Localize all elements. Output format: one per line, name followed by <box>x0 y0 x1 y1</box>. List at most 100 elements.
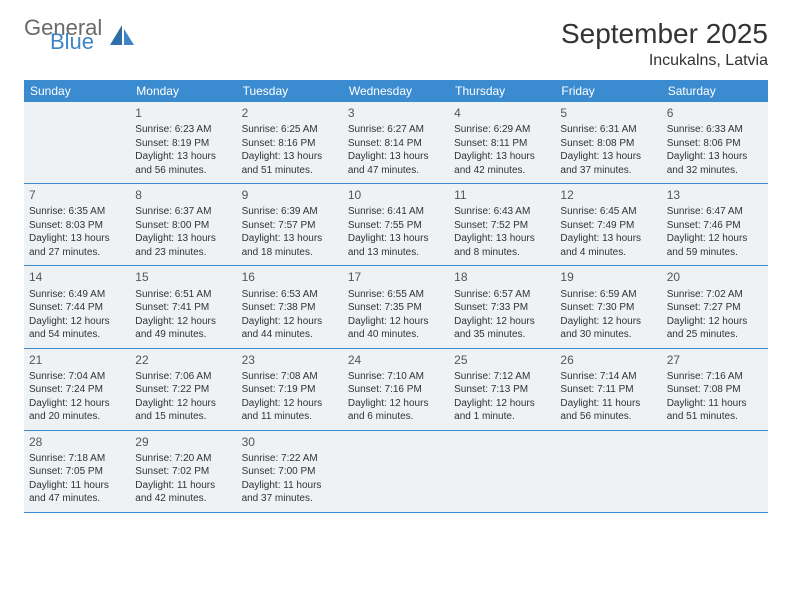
day-cell <box>24 102 130 183</box>
sunset-text: Sunset: 7:05 PM <box>29 465 125 479</box>
day-cell: 18Sunrise: 6:57 AMSunset: 7:33 PMDayligh… <box>449 266 555 347</box>
day-cell: 29 Sunrise: 7:20 AMSunset: 7:02 PMDayligh… <box>130 431 236 512</box>
sunrise-text: Sunrise: 6:35 AM <box>29 205 125 219</box>
day-cell: 22Sunrise: 7:06 AMSunset: 7:22 PMDayligh… <box>130 349 236 430</box>
sunrise-text: Sunrise: 7:22 AM <box>242 452 338 466</box>
sunset-text: Sunset: 7:02 PM <box>135 465 231 479</box>
sunrise-text: Sunrise: 6:47 AM <box>667 205 763 219</box>
sunset-text: Sunset: 7:52 PM <box>454 219 550 233</box>
weekday-header: Wednesday <box>343 80 449 102</box>
sunrise-text: Sunrise: 7:20 AM <box>135 452 231 466</box>
day-number: 4 <box>454 105 550 121</box>
sunset-text: Sunset: 7:44 PM <box>29 301 125 315</box>
sunrise-text: Sunrise: 6:55 AM <box>348 288 444 302</box>
daylight-text: Daylight: 11 hours and 42 minutes. <box>135 479 231 506</box>
day-number: 19 <box>560 269 656 285</box>
day-cell: 27Sunrise: 7:16 AMSunset: 7:08 PMDayligh… <box>662 349 768 430</box>
day-cell: 6Sunrise: 6:33 AMSunset: 8:06 PMDaylight… <box>662 102 768 183</box>
sunset-text: Sunset: 8:06 PM <box>667 137 763 151</box>
day-number: 15 <box>135 269 231 285</box>
day-number: 16 <box>242 269 338 285</box>
week-row: 7Sunrise: 6:35 AMSunset: 8:03 PMDaylight… <box>24 184 768 266</box>
daylight-text: Daylight: 12 hours and 25 minutes. <box>667 315 763 342</box>
daylight-text: Daylight: 13 hours and 8 minutes. <box>454 232 550 259</box>
day-number: 2 <box>242 105 338 121</box>
sunrise-text: Sunrise: 6:45 AM <box>560 205 656 219</box>
header: General Blue September 2025 Incukalns, L… <box>24 18 768 70</box>
day-number: 20 <box>667 269 763 285</box>
day-number: 9 <box>242 187 338 203</box>
day-number: 14 <box>29 269 125 285</box>
day-cell: 17 Sunrise: 6:55 AMSunset: 7:35 PMDayligh… <box>343 266 449 347</box>
sunrise-text: Sunrise: 6:43 AM <box>454 205 550 219</box>
day-number: 23 <box>242 352 338 368</box>
week-row: 14Sunrise: 6:49 AMSunset: 7:44 PMDayligh… <box>24 266 768 348</box>
sunset-text: Sunset: 7:35 PM <box>348 301 444 315</box>
day-cell: 10Sunrise: 6:41 AMSunset: 7:55 PMDayligh… <box>343 184 449 265</box>
day-cell: 16Sunrise: 6:53 AMSunset: 7:38 PMDayligh… <box>237 266 343 347</box>
daylight-text: Daylight: 11 hours and 47 minutes. <box>29 479 125 506</box>
daylight-text: Daylight: 12 hours and 35 minutes. <box>454 315 550 342</box>
sail-icon <box>108 23 136 47</box>
day-number: 11 <box>454 187 550 203</box>
day-cell: 12Sunrise: 6:45 AMSunset: 7:49 PMDayligh… <box>555 184 661 265</box>
sunrise-text: Sunrise: 7:06 AM <box>135 370 231 384</box>
daylight-text: Daylight: 12 hours and 54 minutes. <box>29 315 125 342</box>
sunset-text: Sunset: 8:16 PM <box>242 137 338 151</box>
week-row: 28Sunrise: 7:18 AMSunset: 7:05 PMDayligh… <box>24 431 768 513</box>
day-number: 28 <box>29 434 125 450</box>
sunrise-text: Sunrise: 7:10 AM <box>348 370 444 384</box>
sunrise-text: Sunrise: 7:16 AM <box>667 370 763 384</box>
sunrise-text: Sunrise: 7:02 AM <box>667 288 763 302</box>
day-cell: 15Sunrise: 6:51 AMSunset: 7:41 PMDayligh… <box>130 266 236 347</box>
daylight-text: Daylight: 12 hours and 1 minute. <box>454 397 550 424</box>
daylight-text: Daylight: 12 hours and 30 minutes. <box>560 315 656 342</box>
day-number: 6 <box>667 105 763 121</box>
day-cell: 3Sunrise: 6:27 AMSunset: 8:14 PMDaylight… <box>343 102 449 183</box>
day-number: 29 <box>135 434 231 450</box>
day-cell: 24Sunrise: 7:10 AMSunset: 7:16 PMDayligh… <box>343 349 449 430</box>
sunrise-text: Sunrise: 6:59 AM <box>560 288 656 302</box>
day-number: 10 <box>348 187 444 203</box>
sunset-text: Sunset: 7:24 PM <box>29 383 125 397</box>
sunset-text: Sunset: 7:30 PM <box>560 301 656 315</box>
day-cell: 11 Sunrise: 6:43 AMSunset: 7:52 PMDayligh… <box>449 184 555 265</box>
day-number: 27 <box>667 352 763 368</box>
brand-part2: Blue <box>50 32 102 52</box>
sunrise-text: Sunrise: 6:51 AM <box>135 288 231 302</box>
day-number: 17 <box>348 269 444 285</box>
sunset-text: Sunset: 7:55 PM <box>348 219 444 233</box>
sunset-text: Sunset: 7:27 PM <box>667 301 763 315</box>
day-number: 5 <box>560 105 656 121</box>
weekday-header-row: Sunday Monday Tuesday Wednesday Thursday… <box>24 80 768 102</box>
daylight-text: Daylight: 12 hours and 59 minutes. <box>667 232 763 259</box>
month-title: September 2025 <box>561 18 768 50</box>
day-cell: 19 Sunrise: 6:59 AMSunset: 7:30 PMDayligh… <box>555 266 661 347</box>
day-number: 18 <box>454 269 550 285</box>
weekday-header: Tuesday <box>237 80 343 102</box>
weekday-header: Thursday <box>449 80 555 102</box>
daylight-text: Daylight: 11 hours and 51 minutes. <box>667 397 763 424</box>
sunrise-text: Sunrise: 7:18 AM <box>29 452 125 466</box>
day-cell: 4Sunrise: 6:29 AMSunset: 8:11 PMDaylight… <box>449 102 555 183</box>
sunset-text: Sunset: 7:16 PM <box>348 383 444 397</box>
daylight-text: Daylight: 13 hours and 23 minutes. <box>135 232 231 259</box>
daylight-text: Daylight: 13 hours and 56 minutes. <box>135 150 231 177</box>
sunset-text: Sunset: 7:33 PM <box>454 301 550 315</box>
brand-text: General Blue <box>24 18 102 52</box>
sunrise-text: Sunrise: 6:29 AM <box>454 123 550 137</box>
sunset-text: Sunset: 8:14 PM <box>348 137 444 151</box>
day-number: 30 <box>242 434 338 450</box>
sunrise-text: Sunrise: 7:14 AM <box>560 370 656 384</box>
sunset-text: Sunset: 8:19 PM <box>135 137 231 151</box>
daylight-text: Daylight: 13 hours and 51 minutes. <box>242 150 338 177</box>
daylight-text: Daylight: 12 hours and 20 minutes. <box>29 397 125 424</box>
sunrise-text: Sunrise: 7:04 AM <box>29 370 125 384</box>
sunrise-text: Sunrise: 6:39 AM <box>242 205 338 219</box>
sunrise-text: Sunrise: 6:49 AM <box>29 288 125 302</box>
daylight-text: Daylight: 12 hours and 40 minutes. <box>348 315 444 342</box>
week-row: 21Sunrise: 7:04 AMSunset: 7:24 PMDayligh… <box>24 349 768 431</box>
sunrise-text: Sunrise: 6:37 AM <box>135 205 231 219</box>
sunset-text: Sunset: 8:11 PM <box>454 137 550 151</box>
day-number: 26 <box>560 352 656 368</box>
